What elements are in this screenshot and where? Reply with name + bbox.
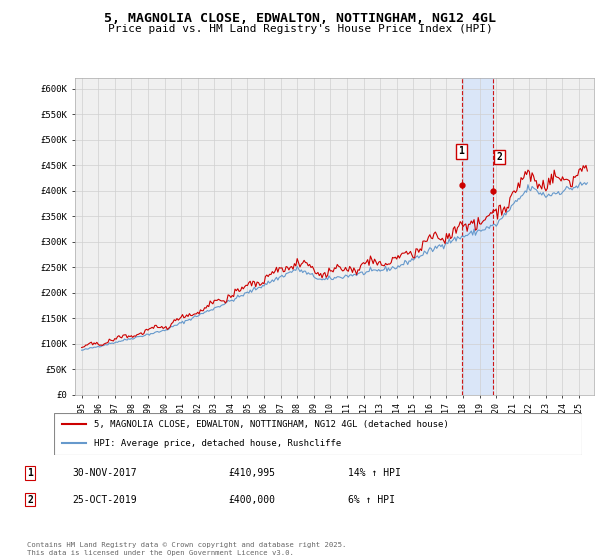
Bar xyxy=(461,78,493,395)
Text: Contains HM Land Registry data © Crown copyright and database right 2025.
This d: Contains HM Land Registry data © Crown c… xyxy=(27,542,346,556)
Text: £400,000: £400,000 xyxy=(228,494,275,505)
Text: 2: 2 xyxy=(27,494,33,505)
Text: 5, MAGNOLIA CLOSE, EDWALTON, NOTTINGHAM, NG12 4GL: 5, MAGNOLIA CLOSE, EDWALTON, NOTTINGHAM,… xyxy=(104,12,496,25)
Text: Price paid vs. HM Land Registry's House Price Index (HPI): Price paid vs. HM Land Registry's House … xyxy=(107,24,493,34)
Text: 5, MAGNOLIA CLOSE, EDWALTON, NOTTINGHAM, NG12 4GL (detached house): 5, MAGNOLIA CLOSE, EDWALTON, NOTTINGHAM,… xyxy=(94,419,448,428)
Text: 30-NOV-2017: 30-NOV-2017 xyxy=(72,468,137,478)
Text: 2: 2 xyxy=(497,152,503,162)
Text: 6% ↑ HPI: 6% ↑ HPI xyxy=(348,494,395,505)
Text: £410,995: £410,995 xyxy=(228,468,275,478)
Text: 1: 1 xyxy=(458,147,464,156)
Text: 1: 1 xyxy=(27,468,33,478)
FancyBboxPatch shape xyxy=(54,413,582,455)
Text: HPI: Average price, detached house, Rushcliffe: HPI: Average price, detached house, Rush… xyxy=(94,439,341,448)
Text: 25-OCT-2019: 25-OCT-2019 xyxy=(72,494,137,505)
Text: 14% ↑ HPI: 14% ↑ HPI xyxy=(348,468,401,478)
